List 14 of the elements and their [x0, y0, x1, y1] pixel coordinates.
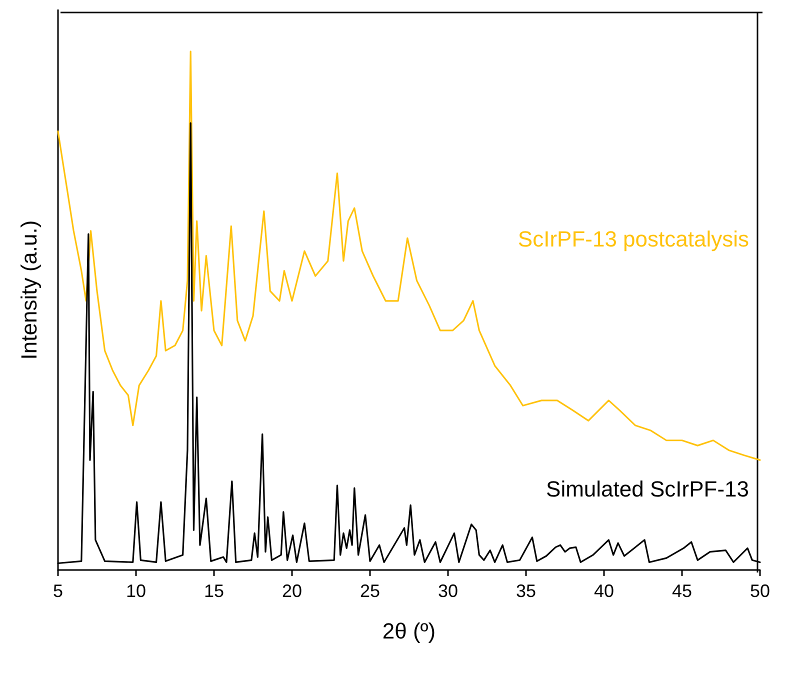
x-tick-label: 5 [52, 581, 64, 601]
x-axis-title: 2θ (º) [382, 618, 436, 644]
text: ScIrPF-13 postcatalysis [518, 226, 750, 252]
x-tick-label: 20 [282, 581, 302, 601]
x-tick-label: 15 [204, 581, 224, 601]
x-tick-label: 30 [438, 581, 458, 601]
series-label: Simulated ScIrPF-13 [546, 476, 750, 502]
y-axis-title: Intensity (a.u.) [16, 220, 42, 360]
x-tick-label: 35 [516, 581, 536, 601]
x-tick-label: 40 [594, 581, 614, 601]
x-tick-label: 25 [360, 581, 380, 601]
x-tick-label: 10 [126, 581, 146, 601]
x-tick-label: 45 [672, 581, 692, 601]
x-tick-label: 50 [750, 581, 770, 601]
